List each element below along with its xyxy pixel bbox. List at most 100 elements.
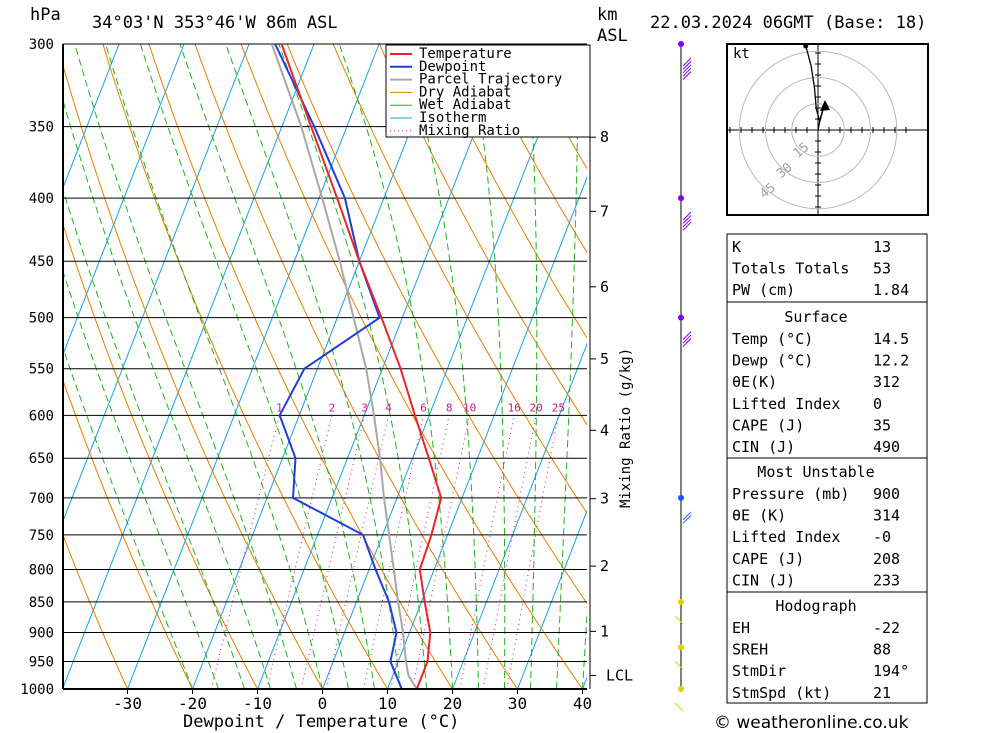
wind-barb-dot: [678, 494, 684, 501]
dry-adiabat-line: [978, 44, 1000, 689]
height-tick-label: LCL: [606, 666, 633, 684]
mixing-ratio-axis-label: Mixing Ratio (g/kg): [618, 348, 634, 508]
height-tick-label: 4: [600, 421, 609, 439]
surface-index-value: 14.5: [873, 330, 909, 348]
unstable-index-label: Pressure (mb): [732, 485, 849, 503]
mixing-ratio-tick-label: 2: [329, 401, 336, 414]
pressure-tick-label: 500: [29, 311, 54, 327]
x-tick-label: 20: [443, 694, 462, 713]
dry-adiabat-line: [424, 44, 587, 339]
wind-barb-feather: [674, 702, 684, 712]
unstable-index-value: 208: [873, 550, 900, 568]
mixing-ratio-tick-label: 1: [276, 401, 283, 414]
axes: -30 -20 -10 0 10 20 30 40: [62, 44, 592, 713]
dry-adiabat-line: [470, 44, 587, 254]
dry-adiabat-line: [148, 44, 453, 689]
wind-barb-feather: [682, 71, 692, 80]
pressure-tick-label: 800: [29, 562, 54, 578]
wet-adiabat-line: [105, 44, 323, 689]
hodograph-end-dot: [803, 43, 809, 49]
wind-barb-feather: [682, 211, 692, 221]
wind-barb-feather: [682, 334, 692, 344]
hodograph-unit: kt: [733, 46, 750, 62]
hodograph-ring: [791, 103, 845, 157]
legend-entry: Temperature: [419, 46, 512, 62]
surface-index-value: 312: [873, 373, 900, 391]
surface-index-label: Lifted Index: [732, 395, 840, 413]
height-tick-label: 8: [600, 128, 609, 146]
isotherm-line: [127, 44, 380, 689]
wind-barb-feather: [682, 338, 692, 347]
wet-adiabat-line: [139, 44, 349, 689]
surface-index-label: Temp (°C): [732, 330, 813, 348]
surface-index-label: Dewp (°C): [732, 352, 813, 370]
hodograph-ring: [765, 77, 871, 183]
mixing-ratio-line: [210, 415, 280, 689]
legend-entry: Mixing Ratio: [419, 123, 520, 139]
mixing-ratio-line: [266, 415, 333, 689]
legend-entry: Dewpoint: [419, 59, 486, 75]
dry-adiabat-line: [932, 44, 1000, 689]
indices-table: [726, 233, 928, 303]
surface-index-value: 12.2: [873, 352, 909, 370]
pressure-tick-label: 850: [29, 595, 54, 611]
height-tick-label: 3: [600, 490, 609, 508]
wet-adiabat-line: [556, 44, 579, 689]
temperature-line: [280, 44, 443, 689]
pressure-unit-label: hPa: [30, 5, 61, 25]
mixing-ratio-labels: 1 2 3 4 6 8 10 16 20 25: [276, 401, 565, 414]
x-axis-label: Dewpoint / Temperature (°C): [183, 712, 459, 732]
parcel-trajectory-line: [270, 44, 418, 689]
indices-table: [726, 301, 928, 459]
pressure-tick-label: 450: [29, 254, 54, 270]
hodograph-ring: [738, 50, 898, 210]
unstable-index-value: 314: [873, 507, 900, 525]
surface-index-value: 0: [873, 395, 882, 413]
unstable-index-label: θE (K): [732, 507, 786, 525]
hodograph-index-label: StmDir: [732, 662, 786, 680]
wind-barb-dot: [678, 644, 684, 651]
legend-entry: Isotherm: [419, 110, 486, 126]
wind-barb-feather: [674, 615, 684, 625]
wind-barb-dot: [678, 598, 684, 605]
wind-barb-feather: [682, 57, 692, 67]
dry-adiabat-line: [63, 534, 128, 689]
pressure-tick-label: 950: [29, 655, 54, 671]
mixing-ratio-tick-label: 20: [529, 401, 542, 414]
wind-barb-feather: [682, 215, 692, 224]
pressure-tick-label: 700: [29, 491, 54, 507]
isotherm-line: [387, 176, 587, 689]
unstable-index-value: 233: [873, 571, 900, 589]
isotherm-line: [452, 342, 587, 689]
general-index-label: PW (cm): [732, 281, 795, 299]
hodograph-index-value: 21: [873, 684, 891, 702]
general-index-value: 13: [873, 238, 891, 256]
wind-barb-feather: [682, 61, 692, 70]
legend-entry: Dry Adiabat: [419, 84, 512, 100]
legend-entry: Wet Adiabat: [419, 97, 512, 113]
pressure-tick-label: 400: [29, 191, 54, 207]
mixing-ratio-tick-label: 8: [446, 401, 453, 414]
wind-barb-dot: [678, 195, 684, 202]
indices-section-title: Hodograph: [775, 597, 856, 615]
pressure-tick-label: 550: [29, 362, 54, 378]
wind-barb-feather: [682, 331, 692, 341]
general-index-label: K: [732, 238, 741, 256]
hodograph-index-value: 88: [873, 641, 891, 659]
mixing-ratio-tick-label: 4: [385, 401, 392, 414]
mixing-ratio-tick-label: 3: [361, 401, 368, 414]
unstable-index-value: -0: [873, 528, 891, 546]
isotherm-line: [63, 44, 315, 689]
height-tick-label: 1: [600, 622, 609, 640]
indices-table: [726, 591, 928, 704]
unstable-index-label: CAPE (J): [732, 550, 804, 568]
surface-index-label: CIN (J): [732, 438, 795, 456]
wet-adiabat-line: [526, 44, 538, 689]
indices-section-title: Most Unstable: [757, 463, 874, 481]
unstable-index-label: Lifted Index: [732, 528, 840, 546]
wet-adiabat-line: [278, 44, 427, 689]
indices-panel: K 13 Totals Totals 53 PW (cm) 1.84 Surface Temp…: [726, 233, 928, 704]
